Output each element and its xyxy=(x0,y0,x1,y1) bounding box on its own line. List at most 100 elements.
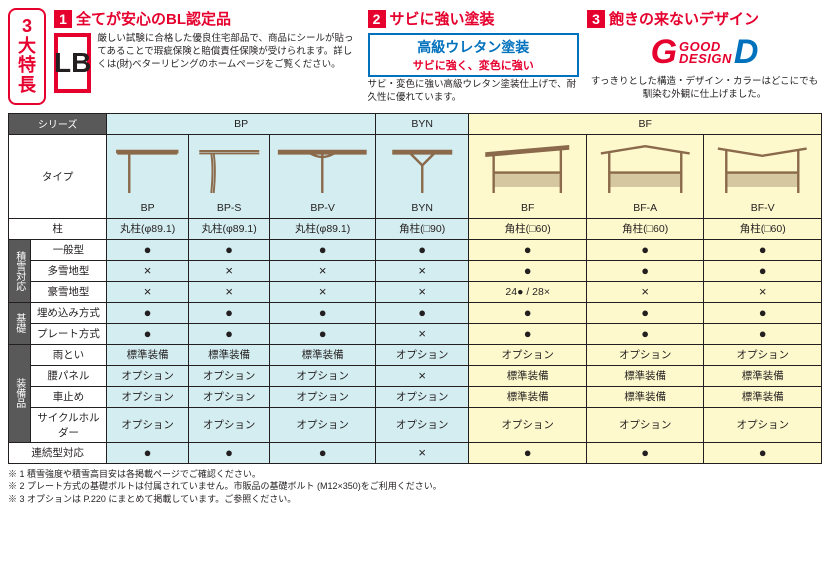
sub-label: BF xyxy=(471,202,584,214)
cell: 標準装備 xyxy=(188,344,270,365)
cell: 角柱(□90) xyxy=(375,218,469,239)
cell: × xyxy=(375,442,469,463)
cell: ● xyxy=(704,239,822,260)
cell: 標準装備 xyxy=(704,365,822,386)
cell: ● xyxy=(586,323,704,344)
badge-char: 大 xyxy=(18,37,36,57)
cell: ● xyxy=(107,442,189,463)
cell: オプション xyxy=(188,386,270,407)
cell: ● xyxy=(704,260,822,281)
cell: × xyxy=(270,260,376,281)
badge-char: 3 xyxy=(22,17,32,37)
row-label: 埋め込み方式 xyxy=(30,302,107,323)
cell: 標準装備 xyxy=(704,386,822,407)
cell: × xyxy=(375,281,469,302)
good-design-logo: G GOODDESIGN D xyxy=(587,33,822,72)
row-pillar: 柱 xyxy=(9,218,107,239)
features-row: 3 大 特 長 1 全てが安心のBL認定品 LB 厳しい試験に合格した優良住宅部… xyxy=(8,8,822,105)
cell: ● xyxy=(107,302,189,323)
cell: ● xyxy=(469,302,587,323)
hdr-byn: BYN xyxy=(375,113,469,134)
cell: ● xyxy=(469,239,587,260)
cell: オプション xyxy=(375,386,469,407)
cell: ● xyxy=(107,239,189,260)
badge-3dai: 3 大 特 長 xyxy=(8,8,46,105)
sub-label: BF-V xyxy=(706,202,819,214)
cell: オプション xyxy=(469,407,587,442)
table-row: タイプ BP BP-S BP-V BYN BF BF-A BF-V xyxy=(9,134,822,218)
table-row: 積雪対応一般型●●●●●●● xyxy=(9,239,822,260)
sub-label: BP xyxy=(109,202,186,214)
feat-text: 厳しい試験に合格した優良住宅部品で、商品にシールが貼ってあることで瑕疵保険と賠償… xyxy=(97,33,359,93)
gd-design: DESIGN xyxy=(679,53,732,65)
cell: オプション xyxy=(704,344,822,365)
spec-table: シリーズ BP BYN BF タイプ BP BP-S BP-V BYN BF B… xyxy=(8,113,822,464)
cell: オプション xyxy=(188,407,270,442)
cell: 標準装備 xyxy=(586,365,704,386)
table-row: 基礎埋め込み方式●●●●●●● xyxy=(9,302,822,323)
ubox-line2: サビに強く、変色に強い xyxy=(376,57,572,73)
cell: × xyxy=(704,281,822,302)
row-label: 腰パネル xyxy=(30,365,107,386)
cell: ● xyxy=(188,442,270,463)
cell: 24● / 28× xyxy=(469,281,587,302)
cell: オプション xyxy=(375,344,469,365)
cell: オプション xyxy=(107,386,189,407)
cell: オプション xyxy=(270,407,376,442)
row-label: サイクルホルダー xyxy=(30,407,107,442)
cell: ● xyxy=(469,260,587,281)
table-row: サイクルホルダーオプションオプションオプションオプションオプションオプションオプ… xyxy=(9,407,822,442)
cell: ● xyxy=(107,323,189,344)
badge-char: 特 xyxy=(18,56,36,76)
row-label: 豪雪地型 xyxy=(30,281,107,302)
cell: ● xyxy=(270,323,376,344)
feat-title: 飽きの来ないデザイン xyxy=(609,8,759,29)
note: ※ 3 オプションは P.220 にまとめて掲載しています。ご参照ください。 xyxy=(8,493,822,506)
feat-num: 1 xyxy=(54,10,72,28)
badge-char: 長 xyxy=(18,76,36,96)
row-label: 一般型 xyxy=(30,239,107,260)
cell: オプション xyxy=(107,407,189,442)
cell: 標準装備 xyxy=(586,386,704,407)
cell: オプション xyxy=(270,386,376,407)
feat-text: サビ・変色に強い高級ウレタン塗装仕上げで、耐久性に優れています。 xyxy=(368,79,580,105)
cell: × xyxy=(375,260,469,281)
diag-bfa: BF-A xyxy=(586,134,704,218)
cell: ● xyxy=(586,239,704,260)
sub-label: BYN xyxy=(378,202,467,214)
cell: ● xyxy=(469,442,587,463)
cell: ● xyxy=(704,302,822,323)
gd-d: D xyxy=(734,33,759,72)
ubox-line1: 高級ウレタン塗装 xyxy=(376,37,572,57)
feature-2: 2 サビに強い塗装 高級ウレタン塗装 サビに強く、変色に強い サビ・変色に強い高… xyxy=(368,8,580,105)
feature-1: 1 全てが安心のBL認定品 LB 厳しい試験に合格した優良住宅部品で、商品にシー… xyxy=(54,8,360,105)
note: ※ 2 プレート方式の基礎ボルトは付属されていません。市販品の基礎ボルト (M1… xyxy=(8,480,822,493)
feat-text: すっきりとした構造・デザイン・カラーはどこにでも馴染む外観に仕上げました。 xyxy=(587,76,822,102)
cell: 角柱(□60) xyxy=(704,218,822,239)
table-row: 車止めオプションオプションオプションオプション標準装備標準装備標準装備 xyxy=(9,386,822,407)
cell: × xyxy=(375,323,469,344)
table-row: プレート方式●●●×●●● xyxy=(9,323,822,344)
cell: ● xyxy=(270,442,376,463)
feat-title: サビに強い塗装 xyxy=(390,8,495,29)
cell: ● xyxy=(586,442,704,463)
hdr-series: シリーズ xyxy=(9,113,107,134)
cell: オプション xyxy=(469,344,587,365)
cell: オプション xyxy=(107,365,189,386)
table-row: 柱 丸柱(φ89.1) 丸柱(φ89.1) 丸柱(φ89.1) 角柱(□90) … xyxy=(9,218,822,239)
table-row: シリーズ BP BYN BF xyxy=(9,113,822,134)
cell: ● xyxy=(375,302,469,323)
cell: ● xyxy=(704,442,822,463)
cell: 丸柱(φ89.1) xyxy=(188,218,270,239)
sub-label: BF-A xyxy=(589,202,702,214)
cell: 標準装備 xyxy=(270,344,376,365)
cell: ● xyxy=(270,239,376,260)
cell: ● xyxy=(188,323,270,344)
table-row: 装備品雨とい標準装備標準装備標準装備オプションオプションオプションオプション xyxy=(9,344,822,365)
group-head: 積雪対応 xyxy=(9,239,31,302)
cell: オプション xyxy=(270,365,376,386)
cell: オプション xyxy=(704,407,822,442)
table-row: 腰パネルオプションオプションオプション×標準装備標準装備標準装備 xyxy=(9,365,822,386)
row-label: プレート方式 xyxy=(30,323,107,344)
cell: ● xyxy=(586,260,704,281)
